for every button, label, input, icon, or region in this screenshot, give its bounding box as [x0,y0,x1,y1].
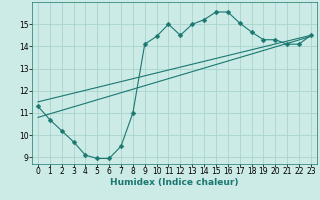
X-axis label: Humidex (Indice chaleur): Humidex (Indice chaleur) [110,178,239,187]
